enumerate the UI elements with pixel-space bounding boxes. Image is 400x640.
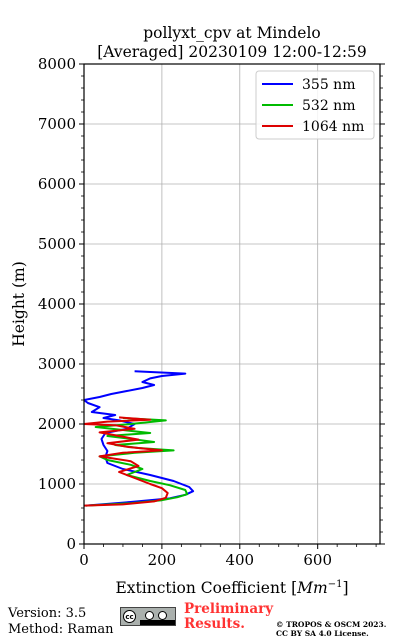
y-axis-label: Height (m): [10, 261, 28, 347]
copyright-notice: © TROPOS & OSCM 2023. CC BY SA 4.0 Licen…: [276, 620, 386, 638]
cc-icon: cc: [123, 610, 136, 623]
preliminary-notice: Preliminary Results.: [184, 602, 273, 632]
y-tick-label: 5000: [38, 235, 76, 253]
extinction-profile-chart: pollyxt_cpv at Mindelo [Averaged] 202301…: [10, 24, 385, 597]
series-line-1064-nm: [84, 416, 169, 507]
data-series: [84, 370, 195, 507]
y-tick-label: 8000: [38, 55, 76, 73]
x-tick-label: 0: [79, 551, 89, 569]
y-tick-label: 7000: [38, 115, 76, 133]
legend-label: 355 nm: [302, 77, 355, 93]
chart-title-line2: [Averaged] 20230109 12:00-12:59: [97, 43, 367, 61]
x-tick-label: 200: [148, 551, 177, 569]
x-axis-label: Extinction Coefficient [Mm−1]: [115, 579, 348, 597]
y-tick-label: 0: [66, 535, 76, 553]
by-icon: [145, 611, 154, 620]
sa-icon: [158, 611, 167, 620]
y-tick-label: 3000: [38, 355, 76, 373]
copyright-line1: © TROPOS & OSCM 2023.: [276, 620, 387, 629]
y-tick-label: 4000: [38, 295, 76, 313]
y-tick-label: 1000: [38, 475, 76, 493]
chart-title-line1: pollyxt_cpv at Mindelo: [143, 24, 321, 42]
series-line-532-nm: [85, 417, 189, 507]
legend-label: 532 nm: [302, 98, 355, 114]
y-tick-label: 2000: [38, 415, 76, 433]
x-tick-label: 600: [303, 551, 332, 569]
legend: 355 nm 532 nm 1064 nm: [255, 70, 375, 140]
x-axis-label-end: ]: [342, 579, 348, 597]
x-axis-label-text: Extinction Coefficient [: [115, 579, 297, 597]
license-strip: [140, 620, 175, 625]
legend-box: [255, 70, 375, 140]
cc-license-badge: cc: [120, 607, 176, 626]
copyright-line2: CC BY SA 4.0 License.: [276, 629, 369, 638]
preliminary-line1: Preliminary: [184, 601, 274, 617]
x-axis-label-exponent: −1: [328, 579, 343, 590]
x-tick-label: 400: [225, 551, 254, 569]
x-axis-label-unit: Mm: [296, 579, 328, 597]
version-text: Version: 3.5: [8, 606, 87, 621]
series-line-355-nm: [84, 370, 195, 507]
y-tick-label: 6000: [38, 175, 76, 193]
preliminary-line2: Results.: [184, 616, 245, 632]
axis-ticks: 0 200 400 600010002000300040005000600070008…: [38, 55, 385, 569]
method-text: Method: Raman: [8, 622, 114, 637]
legend-label: 1064 nm: [302, 119, 364, 135]
